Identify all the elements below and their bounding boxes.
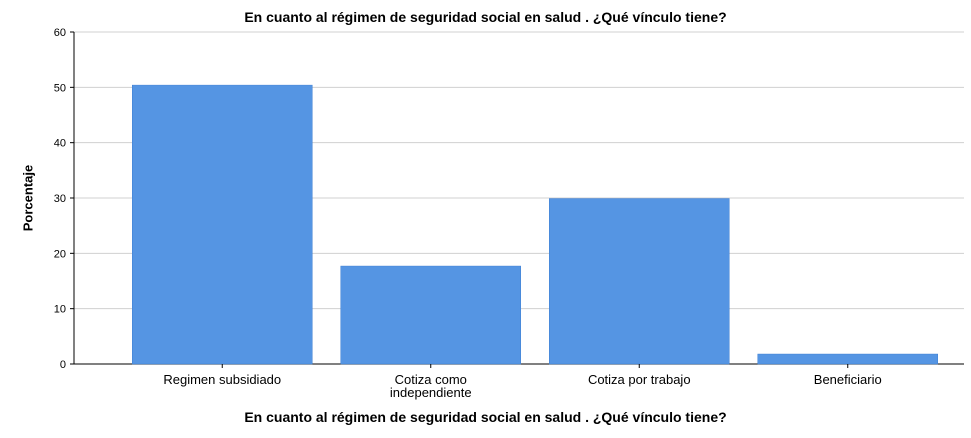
y-tick-label: 20	[54, 248, 66, 260]
chart-title: En cuanto al régimen de seguridad social…	[244, 9, 727, 25]
x-tick-label: Regimen subsidiado	[163, 372, 281, 387]
bar	[340, 265, 521, 365]
y-tick-label: 40	[54, 138, 66, 150]
x-axis-title: En cuanto al régimen de seguridad social…	[244, 409, 727, 425]
bar	[132, 84, 313, 365]
x-tick-label: Cotiza como independiente	[390, 372, 472, 400]
y-tick-label: 50	[54, 82, 66, 94]
y-tick-label: 60	[54, 27, 66, 39]
bar	[757, 353, 938, 365]
bar	[549, 198, 730, 365]
y-tick-label: 10	[54, 304, 66, 316]
x-tick-label: Cotiza por trabajo	[588, 372, 691, 387]
x-tick-label: Beneficiario	[814, 372, 882, 387]
y-tick-label: 30	[54, 193, 66, 205]
y-tick-label: 0	[60, 359, 66, 371]
